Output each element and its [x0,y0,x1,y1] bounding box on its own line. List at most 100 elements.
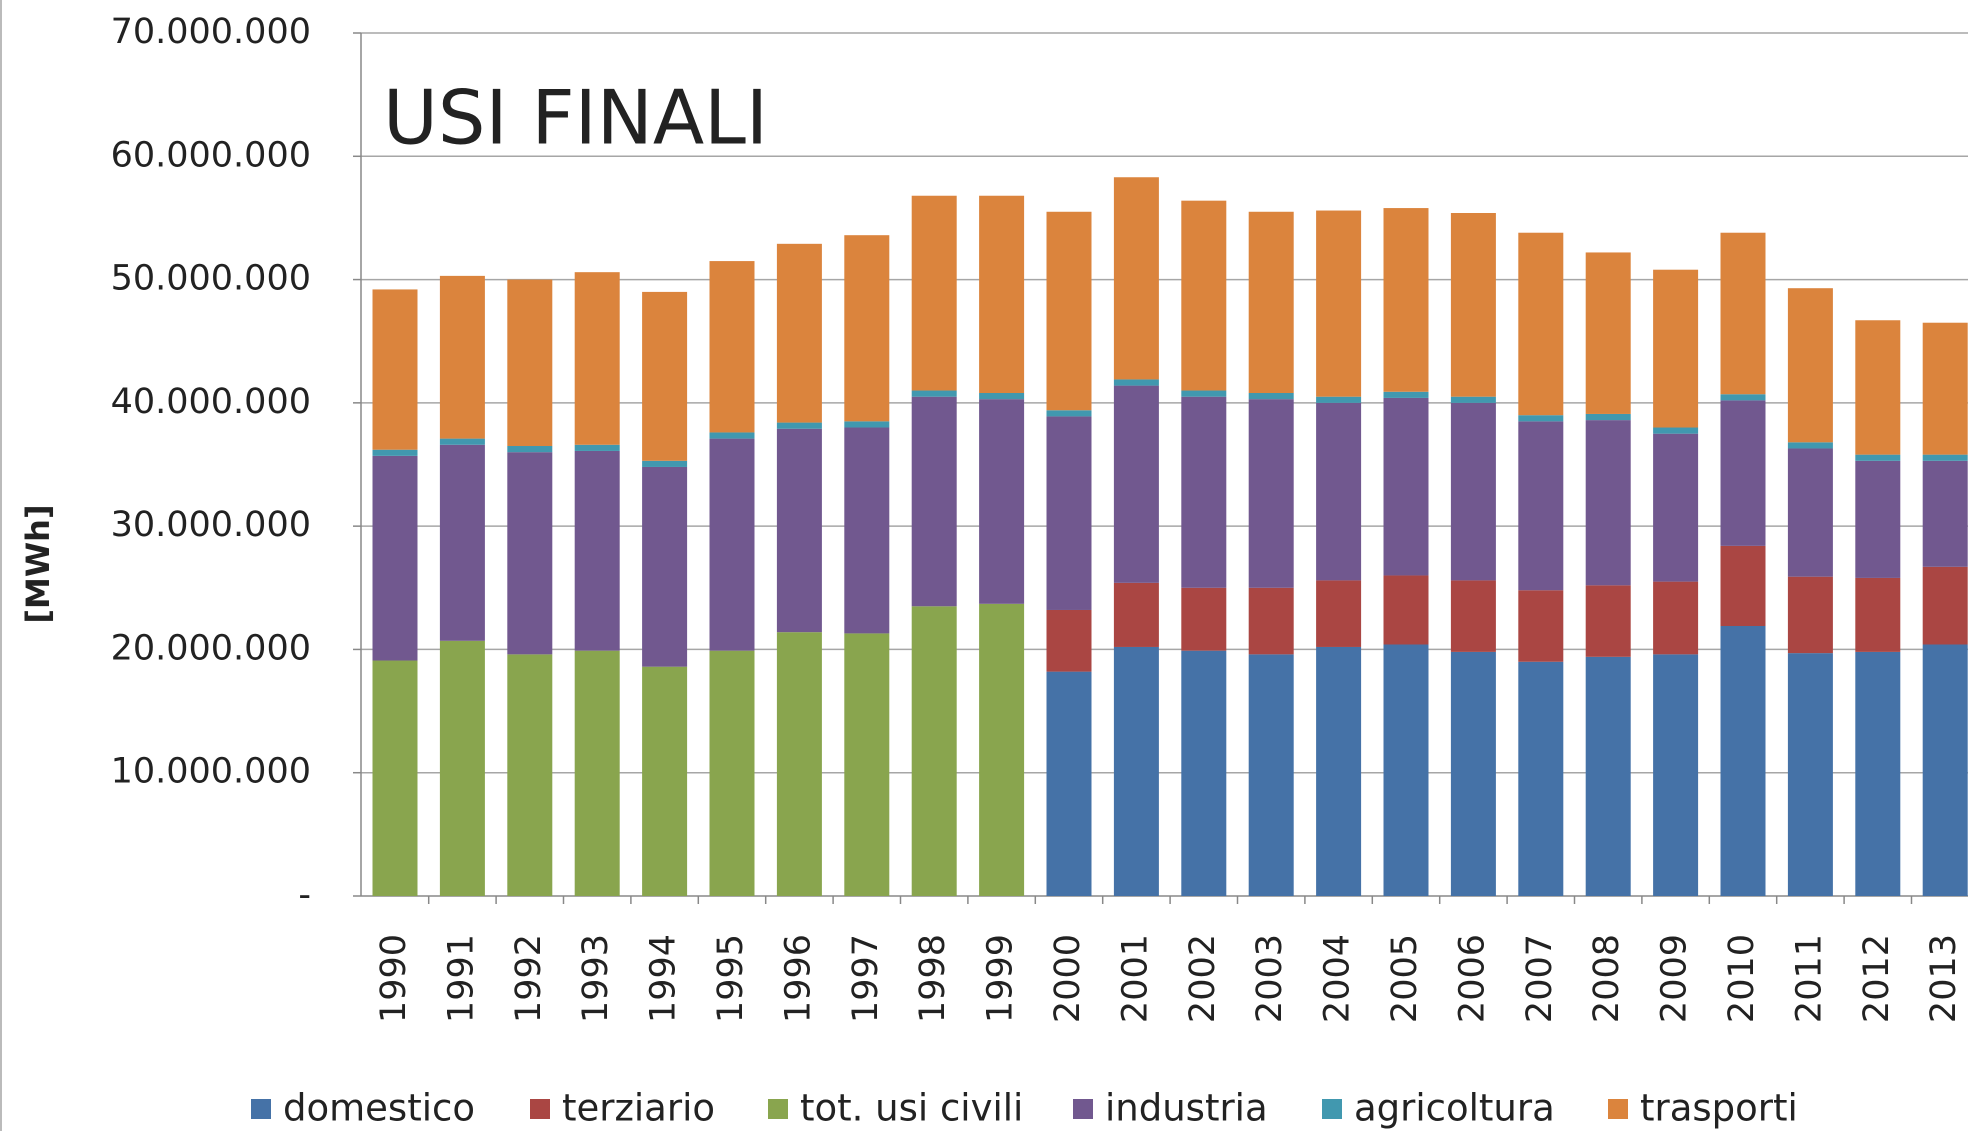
x-tick-label: 2012 [1857,934,1897,1023]
bar-segment [1248,211,1294,393]
bar-segment [1113,582,1159,647]
bar-segment [439,438,485,445]
bar-segment [1113,385,1159,583]
bar-segment [1922,566,1968,645]
x-tick-label: 2004 [1318,934,1358,1023]
bar-segment [507,279,553,447]
x-tick-label: 2007 [1520,934,1560,1023]
bar-segment [1518,415,1564,422]
bar-segment [1113,177,1159,380]
bar-segment [1585,656,1631,896]
bar-segment [1248,392,1294,400]
bar-segment [776,632,822,896]
bar-segment [1383,644,1429,896]
y-tick-label: 60.000.000 [111,135,311,175]
y-axis-label: [MWh] [19,504,57,623]
bar-segment [1787,576,1833,654]
y-tick-label: 20.000.000 [111,628,311,668]
bar-segment [642,460,688,467]
y-tick-label: - [298,875,311,915]
x-tick-label: 2009 [1655,934,1695,1023]
bar-segment [372,660,418,896]
bar-segment [1113,646,1159,896]
bar-segment [1181,650,1227,896]
x-tick-label: 2010 [1722,934,1762,1023]
bar-segment [979,195,1025,393]
bar-segment [776,422,822,429]
bar-segment [372,455,418,661]
bar-segment [1316,402,1362,581]
bar-segment [1383,575,1429,645]
bar-segment [1316,646,1362,896]
chart-title: USI FINALI [383,74,768,162]
x-tick-label: 1998 [913,934,953,1023]
x-tick-label: 2003 [1250,934,1290,1023]
bar-segment [844,421,890,428]
x-tick-label: 1990 [374,934,414,1023]
bar-segment [1046,211,1092,411]
bar-segment [439,275,485,439]
bar-segment [1653,269,1699,428]
bar-segment [1518,661,1564,896]
bar-segment [1113,379,1159,386]
bar-segment [911,195,957,391]
bar-segment [507,452,553,655]
bar-segment [1248,587,1294,655]
bar-segment [1720,626,1766,896]
bar-segment [1383,208,1429,392]
bar-segment [1653,427,1699,434]
legend-label: terziario [562,1087,715,1130]
bar-segment [642,291,688,461]
bar-segment [507,654,553,896]
x-tick-label: 1999 [981,934,1021,1023]
bar-segment [1181,587,1227,651]
bar-segment [1181,200,1227,391]
bar-segment [1450,651,1496,896]
bar-segment [1922,644,1968,896]
x-tick-label: 1996 [778,934,818,1023]
bar-segment [1046,609,1092,672]
bar-segment [1585,252,1631,414]
bar-segment [1046,671,1092,896]
bar-segment [1855,460,1901,578]
bar-segment [844,633,890,896]
x-tick-label: 1995 [711,934,751,1023]
bar-segment [1046,416,1092,610]
x-tick-label: 2005 [1385,934,1425,1023]
bar-segment [642,466,688,667]
bar-segment [1855,651,1901,896]
legend-label: industria [1105,1087,1268,1130]
bar-segment [776,243,822,423]
bar-segment [1181,396,1227,588]
bar-segment [709,261,755,433]
bar-segment [1248,399,1294,588]
bar-segment [1181,390,1227,397]
bar-segment [439,444,485,641]
y-tick-label: 30.000.000 [111,505,311,545]
bar-segment [1450,396,1496,403]
bar-segment [1787,448,1833,577]
bar-segment [1653,654,1699,896]
x-tick-label: 2001 [1115,934,1155,1023]
bar-segment [709,432,755,439]
bar-segment [911,606,957,896]
x-tick-label: 2002 [1183,934,1223,1023]
bar-segment [709,650,755,896]
bar-segment [1922,460,1968,567]
legend-swatch [1608,1099,1628,1119]
y-tick-label: 10.000.000 [111,752,311,792]
bar-segment [642,666,688,896]
bar-segment [1720,394,1766,401]
bar-segment [911,390,957,397]
bar-segment [1383,397,1429,576]
bar-segment [709,438,755,651]
x-tick-label: 1994 [644,934,684,1023]
bar-segment [1450,212,1496,397]
bar-segment [1787,653,1833,896]
bar-segment [1787,288,1833,443]
bar-segment [844,427,890,634]
bar-segment [1316,210,1362,397]
bar-segment [1585,420,1631,586]
x-tick-label: 1993 [576,934,616,1023]
bar-segment [1383,391,1429,398]
